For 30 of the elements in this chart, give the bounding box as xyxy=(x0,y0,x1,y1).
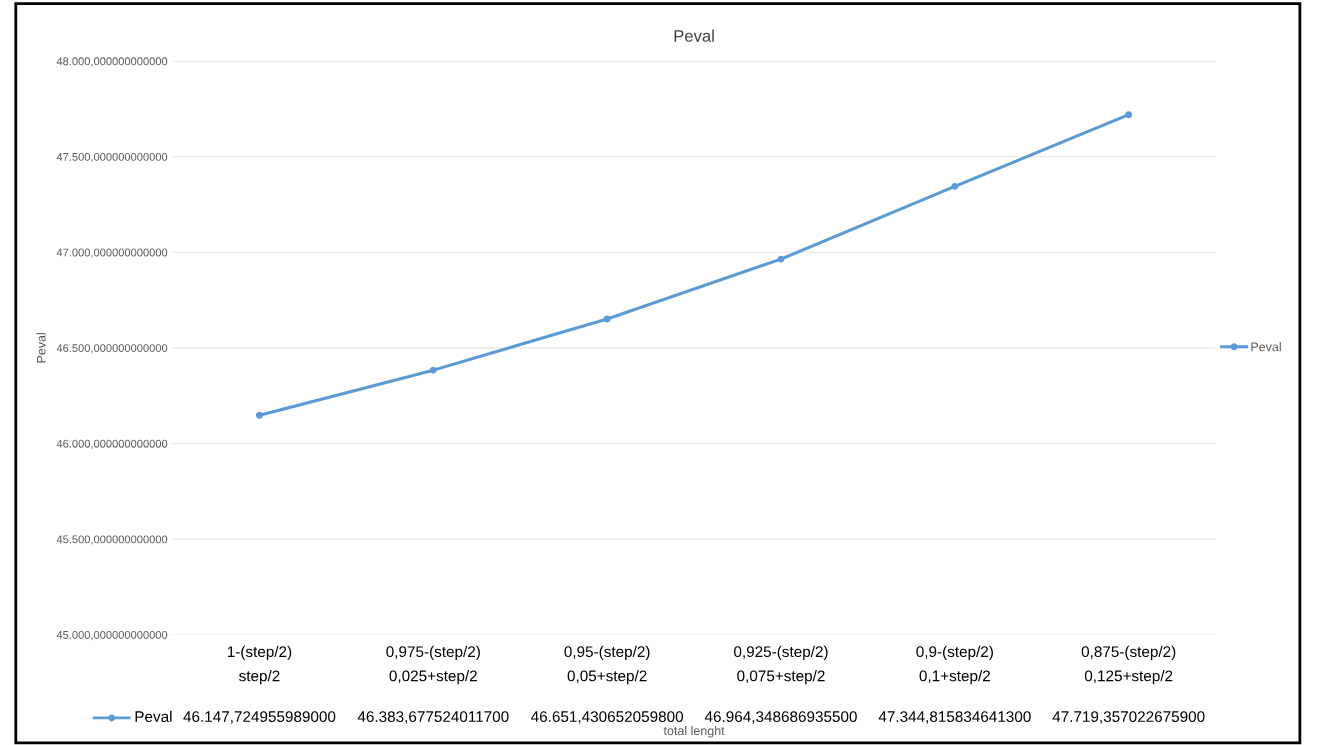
x-tick-label: 0,875-(step/2) 0,125+step/2 xyxy=(1081,645,1176,685)
data-label: 46.147,724955989000 xyxy=(183,711,336,724)
data-label: 47.719,357022675900 xyxy=(1052,711,1205,724)
x-axis-title: total lenght xyxy=(663,725,725,738)
x-tick-label: 0,95-(step/2) 0,05+step/2 xyxy=(564,645,650,685)
point xyxy=(777,255,785,263)
point xyxy=(951,182,959,190)
x-tick-label: 0,925-(step/2) 0,075+step/2 xyxy=(734,645,828,685)
y-axis-title: Peval xyxy=(36,333,46,363)
point xyxy=(603,315,611,323)
y-tick-label: 46.500,000000000000 xyxy=(56,344,168,354)
point xyxy=(429,366,437,374)
point xyxy=(1125,111,1133,119)
y-tick-label: 48.000,000000000000 xyxy=(56,57,168,67)
x-tick-label: 0,9-(step/2) 0,1+step/2 xyxy=(916,645,993,685)
y-tick-label: 47.500,000000000000 xyxy=(56,152,168,163)
x-tick-label: 0,975-(step/2) 0,025+step/2 xyxy=(386,645,480,685)
y-tick-label: 46.000,000000000000 xyxy=(56,439,168,449)
data-label: 46.651,430652059800 xyxy=(531,711,684,724)
chart-title: Peval xyxy=(674,29,714,42)
legend-label: Peval xyxy=(1251,342,1281,352)
y-tick-label: 47.000,000000000000 xyxy=(56,248,168,258)
point xyxy=(255,411,263,419)
data-label: 47.344,815834641300 xyxy=(878,711,1031,724)
x-tick-label: 1-(step/2) step/2 xyxy=(227,645,292,685)
y-tick-label: 45.500,000000000000 xyxy=(56,535,168,545)
y-tick-label: 45.000,000000000000 xyxy=(56,631,168,641)
text: Peval xyxy=(135,710,172,723)
data-label: 46.964,348686935500 xyxy=(704,711,857,724)
data-label: 46.383,677524011700 xyxy=(357,711,509,724)
